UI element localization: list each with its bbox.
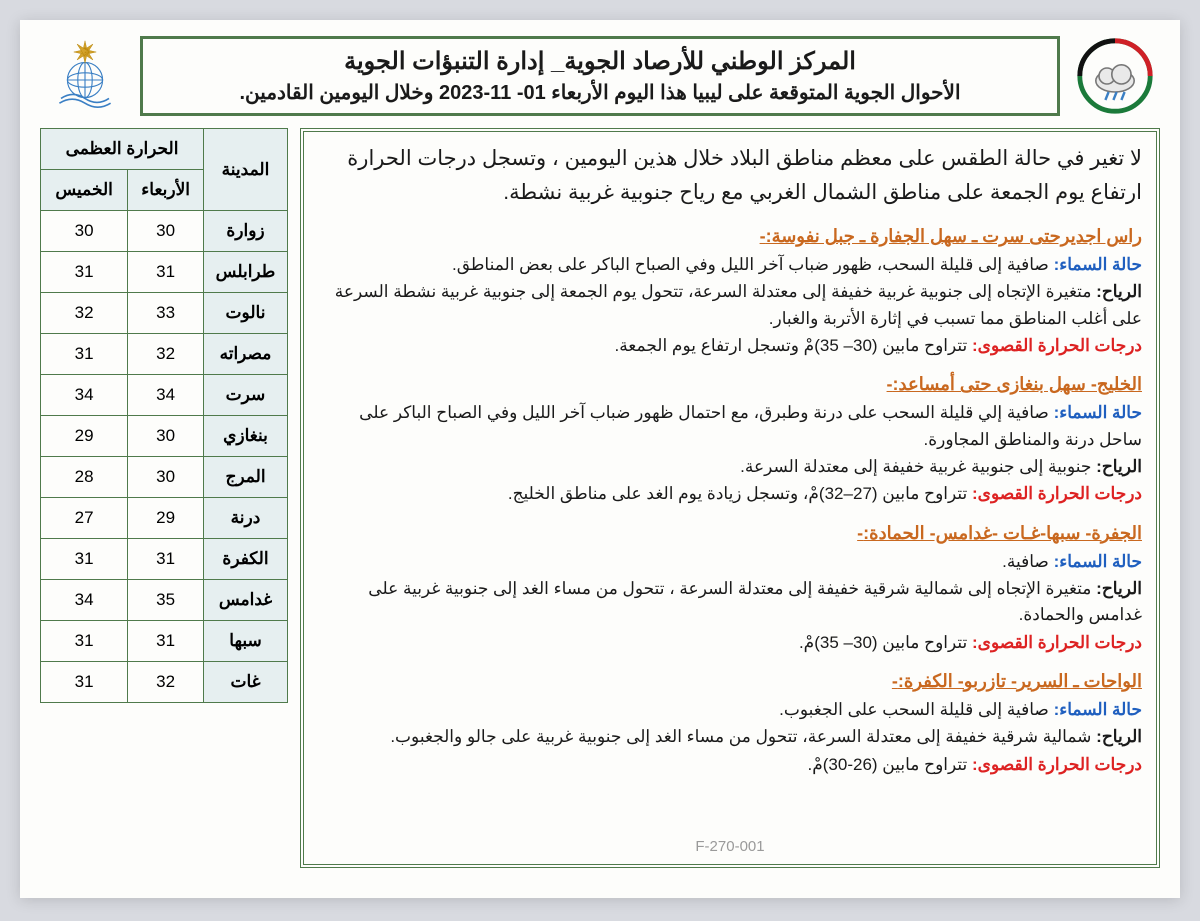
city-cell: غدامس	[204, 580, 288, 621]
thu-cell: 29	[41, 416, 128, 457]
city-cell: طرابلس	[204, 252, 288, 293]
table-row: المرج3028	[41, 457, 288, 498]
thu-cell: 34	[41, 375, 128, 416]
wed-cell: 30	[128, 211, 204, 252]
region-temp: درجات الحرارة القصوى: تتراوح مابين (26-3…	[318, 752, 1142, 778]
table-row: زوارة3030	[41, 211, 288, 252]
main-layout: لا تغير في حالة الطقس على معظم مناطق الب…	[40, 128, 1160, 868]
lnmc-logo-icon	[1075, 36, 1155, 116]
city-cell: سرت	[204, 375, 288, 416]
city-cell: سبها	[204, 621, 288, 662]
table-row: غدامس3534	[41, 580, 288, 621]
thu-cell: 31	[41, 252, 128, 293]
label-wind: الرياح:	[1096, 282, 1142, 301]
label-temp: درجات الحرارة القصوى:	[972, 633, 1142, 652]
label-temp: درجات الحرارة القصوى:	[972, 484, 1142, 503]
table-row: نالوت3332	[41, 293, 288, 334]
title-box: المركز الوطني للأرصاد الجوية_ إدارة التن…	[140, 36, 1060, 116]
region-title: الخليج- سهل بنغازى حتى أمساعد:	[318, 371, 1142, 399]
region-block: الجفرة- سبها-غـات -غدامس- الحمادة:حالة ا…	[318, 520, 1142, 656]
wed-cell: 29	[128, 498, 204, 539]
thu-cell: 30	[41, 211, 128, 252]
thu-cell: 34	[41, 580, 128, 621]
thu-cell: 28	[41, 457, 128, 498]
region-title: الجفرة- سبها-غـات -غدامس- الحمادة:	[318, 520, 1142, 548]
org-title: المركز الوطني للأرصاد الجوية_ إدارة التن…	[163, 47, 1037, 76]
region-wind: الرياح: متغيرة الإتجاه إلى شمالية شرقية …	[318, 576, 1142, 629]
wmo-logo-icon	[45, 36, 125, 116]
table-row: درنة2927	[41, 498, 288, 539]
table-row: سبها3131	[41, 621, 288, 662]
region-sky: حالة السماء: صافية.	[318, 549, 1142, 575]
label-wind: الرياح:	[1096, 579, 1142, 598]
wed-cell: 34	[128, 375, 204, 416]
region-wind: الرياح: جنوبية إلى جنوبية غربية خفيفة إل…	[318, 454, 1142, 480]
region-temp: درجات الحرارة القصوى: تتراوح مابين (27–3…	[318, 481, 1142, 507]
temps-table: المدينة الحرارة العظمى الأربعاء الخميس ز…	[40, 128, 288, 703]
label-sky: حالة السماء:	[1054, 552, 1142, 571]
label-wind: الرياح:	[1096, 457, 1142, 476]
label-wind: الرياح:	[1096, 727, 1142, 746]
region-block: الواحات ـ السرير- تازربو- الكفرة:حالة ال…	[318, 668, 1142, 778]
city-cell: بنغازي	[204, 416, 288, 457]
col-max-temp-header: الحرارة العظمى	[41, 129, 204, 170]
thu-cell: 27	[41, 498, 128, 539]
report-sheet: المركز الوطني للأرصاد الجوية_ إدارة التن…	[20, 20, 1180, 898]
table-row: طرابلس3131	[41, 252, 288, 293]
col-city-header: المدينة	[204, 129, 288, 211]
region-sky: حالة السماء: صافية إلى قليلة السحب، ظهور…	[318, 252, 1142, 278]
wed-cell: 32	[128, 334, 204, 375]
label-sky: حالة السماء:	[1054, 403, 1142, 422]
table-row: غات3231	[41, 662, 288, 703]
table-row: سرت3434	[41, 375, 288, 416]
region-block: راس اجديرحتى سرت ـ سهل الجفارة ـ جبل نفو…	[318, 223, 1142, 359]
city-cell: مصراته	[204, 334, 288, 375]
wed-cell: 31	[128, 252, 204, 293]
wed-cell: 31	[128, 539, 204, 580]
wed-cell: 30	[128, 416, 204, 457]
thu-cell: 32	[41, 293, 128, 334]
city-cell: نالوت	[204, 293, 288, 334]
forecast-panel: لا تغير في حالة الطقس على معظم مناطق الب…	[300, 128, 1160, 868]
wed-cell: 35	[128, 580, 204, 621]
region-title: الواحات ـ السرير- تازربو- الكفرة:	[318, 668, 1142, 696]
thu-cell: 31	[41, 621, 128, 662]
thu-cell: 31	[41, 539, 128, 580]
wed-cell: 31	[128, 621, 204, 662]
form-code: F-270-001	[304, 835, 1156, 858]
region-wind: الرياح: متغيرة الإتجاه إلى جنوبية غربية …	[318, 279, 1142, 332]
col-wed-header: الأربعاء	[128, 170, 204, 211]
table-row: الكفرة3131	[41, 539, 288, 580]
label-temp: درجات الحرارة القصوى:	[972, 336, 1142, 355]
header: المركز الوطني للأرصاد الجوية_ إدارة التن…	[40, 36, 1160, 116]
region-wind: الرياح: شمالية شرقية خفيفة إلى معتدلة ال…	[318, 724, 1142, 750]
region-block: الخليج- سهل بنغازى حتى أمساعد:حالة السما…	[318, 371, 1142, 507]
city-cell: المرج	[204, 457, 288, 498]
thu-cell: 31	[41, 662, 128, 703]
thu-cell: 31	[41, 334, 128, 375]
date-title: الأحوال الجوية المتوقعة على ليبيا هذا ال…	[163, 80, 1037, 105]
lnmc-logo-box	[1070, 36, 1160, 116]
region-sky: حالة السماء: صافية إلى قليلة السحب على ا…	[318, 697, 1142, 723]
city-cell: الكفرة	[204, 539, 288, 580]
label-sky: حالة السماء:	[1054, 700, 1142, 719]
region-sky: حالة السماء: صافية إلي قليلة السحب على د…	[318, 400, 1142, 453]
summary-text: لا تغير في حالة الطقس على معظم مناطق الب…	[318, 142, 1142, 209]
col-thu-header: الخميس	[41, 170, 128, 211]
label-sky: حالة السماء:	[1054, 255, 1142, 274]
wed-cell: 30	[128, 457, 204, 498]
table-row: مصراته3231	[41, 334, 288, 375]
wed-cell: 32	[128, 662, 204, 703]
region-temp: درجات الحرارة القصوى: تتراوح مابين (30– …	[318, 333, 1142, 359]
region-title: راس اجديرحتى سرت ـ سهل الجفارة ـ جبل نفو…	[318, 223, 1142, 251]
wmo-logo-box	[40, 36, 130, 116]
city-cell: غات	[204, 662, 288, 703]
city-cell: درنة	[204, 498, 288, 539]
label-temp: درجات الحرارة القصوى:	[972, 755, 1142, 774]
region-temp: درجات الحرارة القصوى: تتراوح مابين (30– …	[318, 630, 1142, 656]
wed-cell: 33	[128, 293, 204, 334]
table-row: بنغازي3029	[41, 416, 288, 457]
city-cell: زوارة	[204, 211, 288, 252]
